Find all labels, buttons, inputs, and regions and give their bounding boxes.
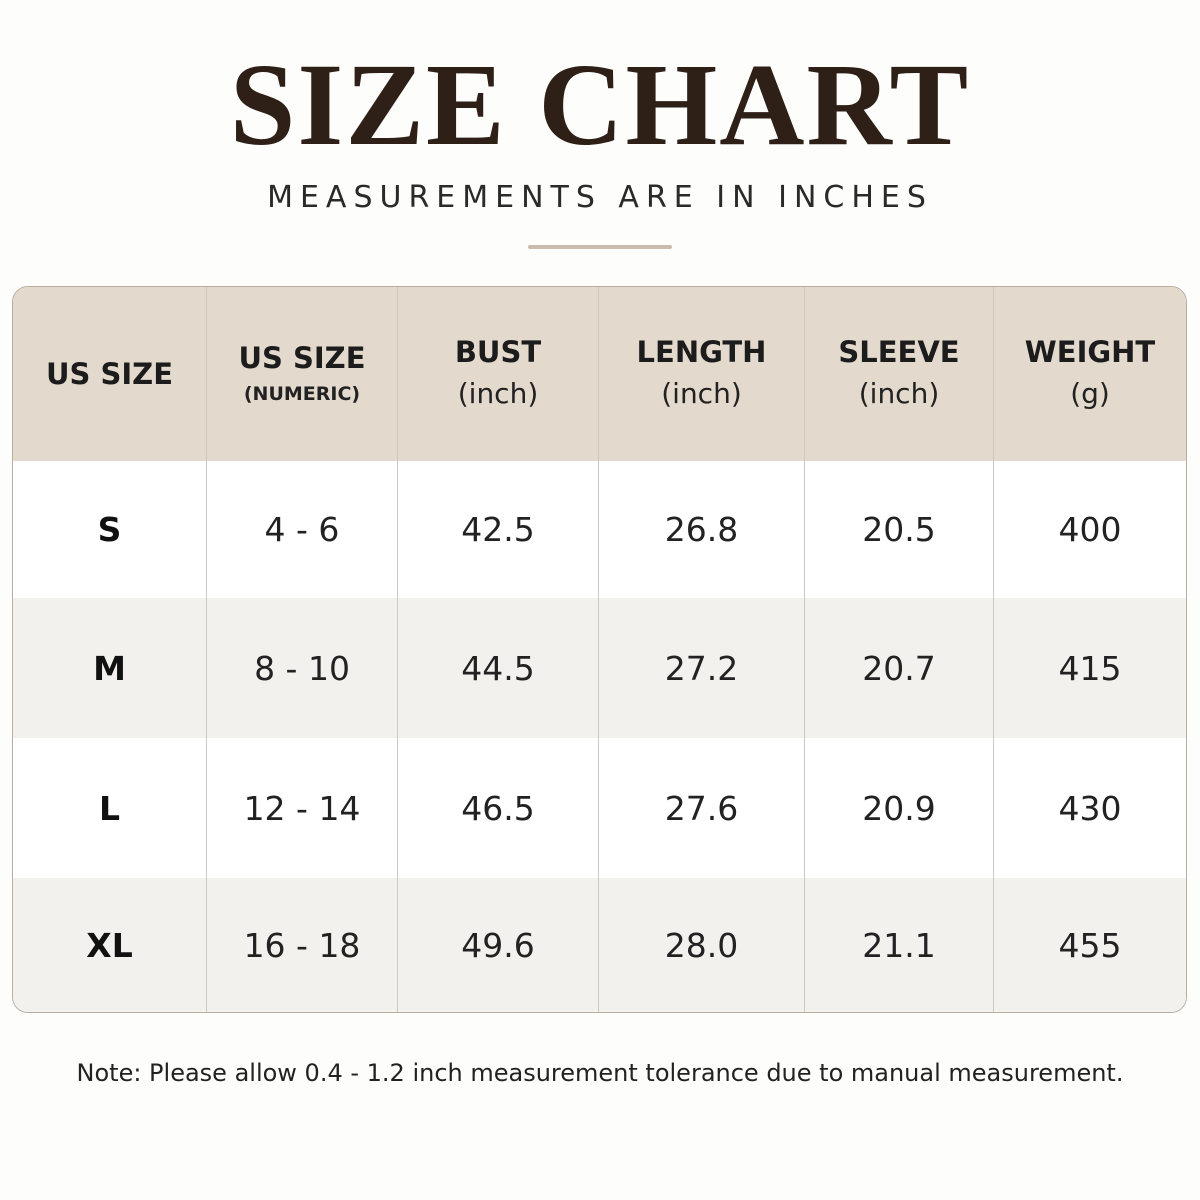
cell-value: 16 - 18 [243, 925, 361, 965]
table-cell: 28.0 [599, 878, 805, 1012]
table-cell: 49.6 [398, 878, 599, 1012]
header-title: WEIGHT [1024, 335, 1156, 369]
header-cell: US SIZE [13, 287, 207, 461]
table-cell: 21.1 [805, 878, 994, 1012]
cell-value: L [98, 788, 121, 828]
table-cell: 46.5 [398, 738, 599, 878]
table-cell: 455 [994, 878, 1186, 1012]
table-cell: 16 - 18 [207, 878, 398, 1012]
cell-value: 28.0 [664, 925, 739, 965]
cell-value: 20.9 [862, 788, 936, 828]
header-subtitle: (inch) [858, 377, 940, 410]
header-cell: US SIZE (NUMERIC) [207, 287, 398, 461]
table-cell: 415 [994, 598, 1186, 738]
header-subtitle: (inch) [457, 377, 539, 410]
header-title: US SIZE [238, 341, 366, 375]
cell-value: M [93, 648, 126, 688]
cell-value: 27.2 [664, 648, 739, 688]
header-subtitle: (inch) [661, 377, 742, 410]
header-subtitle: (NUMERIC) [243, 383, 361, 405]
cell-value: 21.1 [862, 925, 936, 965]
table-cell: XL [13, 878, 207, 1012]
table-cell: 27.2 [599, 598, 805, 738]
table-cell: 8 - 10 [207, 598, 398, 738]
cell-value: 46.5 [461, 788, 535, 828]
cell-value: 26.8 [664, 510, 739, 549]
cell-value: 27.6 [664, 788, 739, 828]
table-cell: 26.8 [599, 461, 805, 598]
cell-value: 415 [1058, 648, 1122, 688]
size-table: US SIZE US SIZE (NUMERIC) BUST (inch) LENGTH (… [12, 286, 1187, 1013]
cell-value: 8 - 10 [254, 648, 350, 688]
cell-value: 20.7 [862, 648, 936, 688]
header-subtitle: (g) [1070, 377, 1110, 410]
cell-value: 400 [1058, 510, 1122, 549]
table-cell: S [13, 461, 207, 598]
table-cell: 20.5 [805, 461, 994, 598]
table-cell: 430 [994, 738, 1186, 878]
table-cell: 20.7 [805, 598, 994, 738]
table-cell: 27.6 [599, 738, 805, 878]
cell-value: XL [86, 925, 133, 965]
table-cell: L [13, 738, 207, 878]
table-cell: 20.9 [805, 738, 994, 878]
cell-value: S [97, 510, 122, 549]
table-cell: M [13, 598, 207, 738]
title: SIZE CHART [229, 39, 971, 170]
cell-value: 20.5 [862, 510, 936, 549]
subtitle: MEASUREMENTS ARE IN INCHES [267, 180, 933, 215]
header-cell: WEIGHT (g) [994, 287, 1186, 461]
cell-value: 4 - 6 [264, 510, 340, 549]
header-cell: SLEEVE (inch) [805, 287, 994, 461]
cell-value: 430 [1058, 788, 1122, 828]
table-cell: 44.5 [398, 598, 599, 738]
header-cell: BUST (inch) [398, 287, 599, 461]
note: Note: Please allow 0.4 - 1.2 inch measur… [76, 1059, 1124, 1087]
header-title: BUST [454, 335, 542, 369]
table-cell: 400 [994, 461, 1186, 598]
table-cell: 12 - 14 [207, 738, 398, 878]
cell-value: 12 - 14 [243, 788, 361, 828]
header-title: US SIZE [45, 357, 174, 391]
cell-value: 455 [1058, 925, 1122, 965]
header-title: LENGTH [636, 335, 767, 369]
cell-value: 44.5 [461, 648, 535, 688]
divider [528, 245, 672, 249]
table-cell: 42.5 [398, 461, 599, 598]
table-cell: 4 - 6 [207, 461, 398, 598]
cell-value: 42.5 [461, 510, 535, 549]
cell-value: 49.6 [461, 925, 535, 965]
header-cell: LENGTH (inch) [599, 287, 805, 461]
header-title: SLEEVE [838, 335, 960, 369]
